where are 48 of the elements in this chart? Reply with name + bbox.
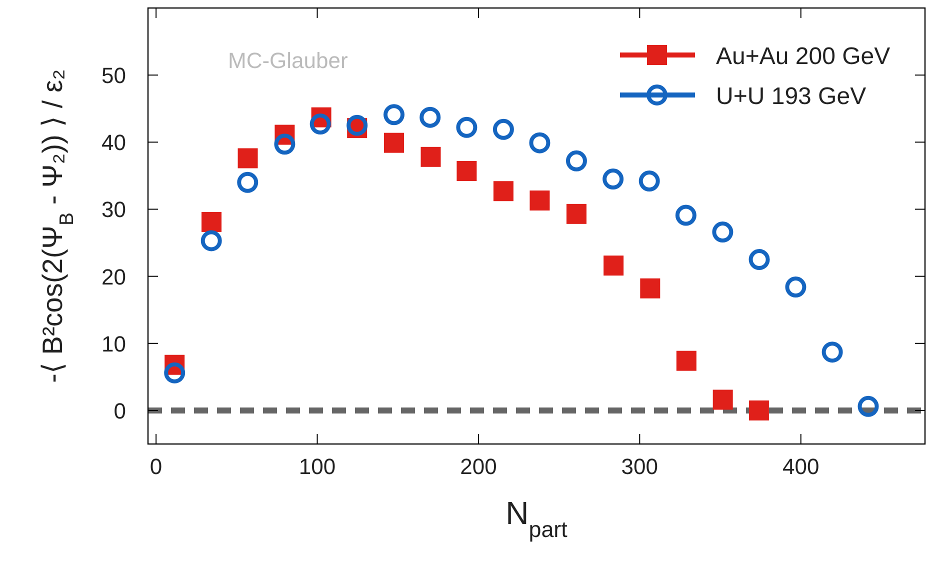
point bbox=[604, 256, 624, 276]
point bbox=[456, 116, 478, 138]
x-tick-label: 100 bbox=[298, 454, 336, 479]
point bbox=[748, 400, 769, 420]
x-tick-label: 200 bbox=[460, 454, 497, 479]
point bbox=[602, 168, 624, 190]
point bbox=[238, 148, 258, 168]
x-tick-label: 300 bbox=[621, 454, 658, 479]
point bbox=[420, 106, 441, 128]
point bbox=[530, 190, 550, 211]
y-tick-label: 40 bbox=[102, 130, 126, 156]
x-tick-label: 400 bbox=[782, 454, 820, 479]
point bbox=[200, 230, 222, 252]
x-axis-title: N$_{part}$ bbox=[506, 495, 568, 542]
annotation: MC-Glauber bbox=[228, 48, 348, 73]
point bbox=[529, 132, 550, 154]
y-tick-label: 20 bbox=[102, 264, 126, 290]
point bbox=[346, 114, 368, 136]
point bbox=[383, 104, 404, 126]
point bbox=[748, 249, 770, 270]
y-tick-label: 50 bbox=[102, 63, 126, 88]
point bbox=[822, 342, 843, 363]
point bbox=[566, 204, 586, 224]
point bbox=[456, 160, 477, 181]
point bbox=[274, 134, 296, 155]
y-tick-label: 10 bbox=[102, 331, 126, 356]
point bbox=[566, 150, 587, 172]
point bbox=[676, 350, 696, 371]
point bbox=[492, 118, 514, 140]
point bbox=[638, 170, 660, 192]
point bbox=[675, 204, 696, 226]
y-tick-label: 0 bbox=[114, 398, 126, 424]
point bbox=[420, 146, 441, 167]
point bbox=[858, 396, 879, 417]
point bbox=[493, 181, 514, 202]
point bbox=[785, 276, 806, 298]
point bbox=[202, 212, 222, 232]
y-tick-label: 30 bbox=[102, 197, 126, 222]
point bbox=[640, 278, 660, 298]
point bbox=[712, 222, 734, 243]
point bbox=[237, 172, 258, 193]
legend-label: U+U 193 GeV bbox=[716, 83, 866, 110]
x-tick-label: 0 bbox=[150, 454, 162, 479]
point bbox=[164, 362, 186, 384]
point bbox=[384, 132, 404, 153]
point bbox=[712, 390, 733, 410]
legend-label: Au+Au 200 GeV bbox=[716, 43, 890, 70]
point bbox=[310, 114, 331, 135]
